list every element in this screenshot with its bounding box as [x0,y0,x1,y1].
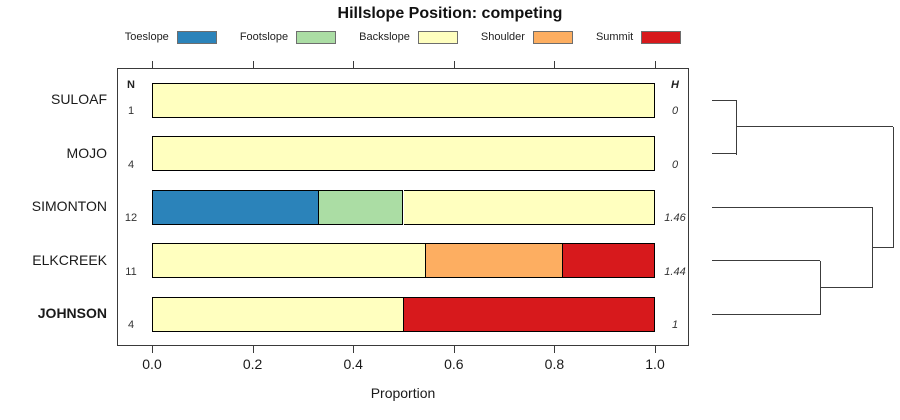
axis-tick-top [554,61,556,68]
x-axis-label: Proportion [370,385,436,401]
bar-segment-backslope [403,189,655,225]
axis-tick-top [252,61,254,68]
dendrogram-segment [736,126,893,128]
h-column-header: H [671,79,679,91]
n-value: 4 [127,319,135,331]
axis-tick-label: 0.0 [142,356,162,372]
axis-tick-bottom [655,346,656,353]
h-value: 0 [671,158,679,171]
chart-title: Hillslope Position: competing [337,5,563,22]
legend-item-toeslope: Toeslope [124,30,217,44]
legend-label-backslope: Backslope [359,31,410,43]
legend-item-footslope: Footslope [239,30,337,44]
bar-segment-shoulder [426,243,564,278]
dendrogram-segment [872,246,893,248]
dendrogram-segment [712,260,821,261]
legend-label-toeslope: Toeslope [124,31,169,43]
legend-item-summit: Summit [595,30,682,44]
legend-label-shoulder: Shoulder [480,31,525,43]
n-column-header: N [127,79,135,91]
axis-tick-label: 1.0 [645,356,665,372]
h-value: 0 [671,105,679,117]
legend-swatch-backslope [417,30,458,44]
dendrogram-segment [712,313,821,315]
axis-tick-top [353,61,355,68]
dendrogram-segment [892,126,894,249]
legend-swatch-summit [641,30,682,44]
legend-label-footslope: Footslope [239,31,289,43]
n-value: 4 [127,158,135,171]
axis-tick-top [655,61,656,68]
h-value: 1.46 [664,212,686,224]
legend: Toeslope Footslope Backslope Shoulder Summit [117,29,689,45]
axis-tick-bottom [152,346,153,353]
legend-label-summit: Summit [595,31,634,43]
axis-tick-bottom [353,346,355,353]
axis-tick-label: 0.8 [544,356,565,372]
n-value: 1 [127,105,135,117]
legend-swatch-shoulder [532,30,573,44]
legend-swatch-toeslope [176,30,217,44]
dendrogram-segment [712,153,737,154]
bar-segment-backslope [152,136,655,171]
axis-tick-bottom [252,346,254,353]
axis-tick-bottom [554,346,556,353]
bar-segment-backslope [152,243,427,278]
axis-tick-label: 0.2 [242,356,263,372]
row-label-elkcreek: ELKCREEK [32,251,107,268]
legend-swatch-footslope [296,30,337,44]
plot-border [117,68,689,346]
axis-tick-label: 0.4 [343,356,363,372]
dendrogram-segment [736,100,738,155]
bar-segment-backslope [152,82,655,118]
dendrogram-segment [820,286,872,288]
row-label-suloaf: SULOAF [50,91,107,107]
n-value: 11 [125,265,137,278]
legend-item-backslope: Backslope [359,30,458,44]
dendrogram-segment [712,206,872,208]
dendrogram-segment [871,207,873,289]
dendrogram-segment [819,260,821,315]
n-value: 12 [124,212,138,224]
axis-tick-top [152,61,153,68]
row-label-simonton: SIMONTON [31,198,107,214]
bar-segment-toeslope [152,189,320,225]
bar-segment-summit [403,296,655,332]
dendrogram-segment [712,99,737,101]
bar-segment-backslope [152,296,404,332]
h-value: 1 [671,319,679,331]
axis-tick-top [453,61,455,68]
legend-item-shoulder: Shoulder [480,30,573,44]
row-label-johnson: JOHNSON [37,305,107,321]
axis-tick-label: 0.6 [444,356,464,372]
bar-segment-summit [563,243,655,278]
bar-segment-footslope [319,189,404,225]
axis-tick-bottom [453,346,455,353]
row-label-mojo: MOJO [66,144,107,161]
h-value: 1.44 [664,265,686,278]
